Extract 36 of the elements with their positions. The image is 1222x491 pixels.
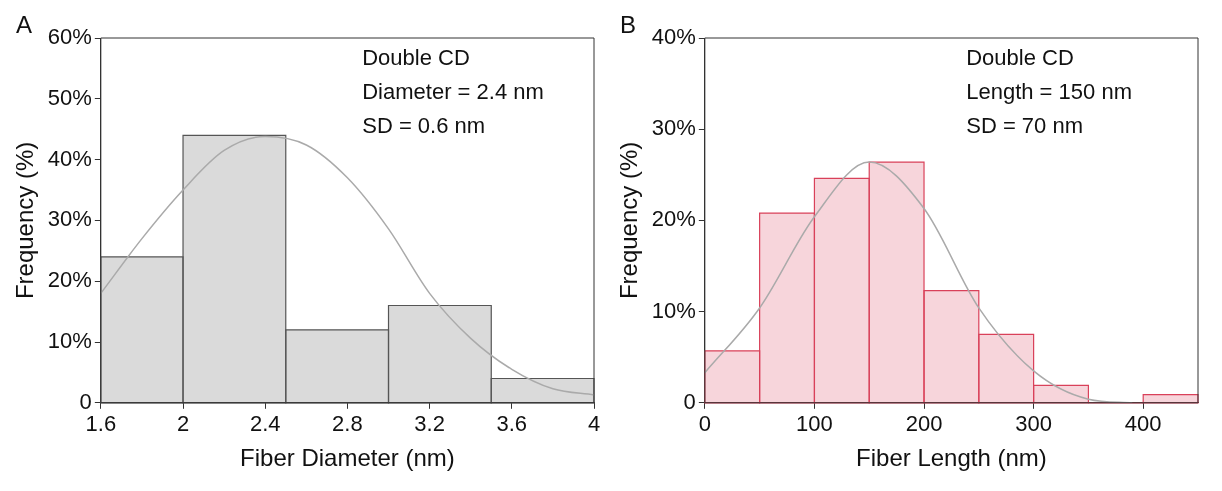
x-tick-label: 4 <box>587 411 601 437</box>
annotation: SD = 0.6 nm <box>362 113 486 139</box>
y-tick-label: 10% <box>651 297 696 323</box>
annotation: Length = 150 nm <box>966 79 1132 105</box>
x-tick-label: 400 <box>1124 411 1162 437</box>
y-tick-label: 20% <box>47 267 92 293</box>
x-tick-label: 300 <box>1015 411 1052 437</box>
y-tick-label: 40% <box>47 145 92 171</box>
y-tick-label: 60% <box>47 24 92 50</box>
x-tick-label: 3.2 <box>414 411 445 437</box>
y-axis-title: Frequency (%) <box>11 141 39 300</box>
annotation: Double CD <box>966 45 1074 71</box>
x-tick-label: 2.8 <box>332 411 363 437</box>
x-axis-title: Fiber Length (nm) <box>856 444 1047 472</box>
annotation: Diameter = 2.4 nm <box>362 79 544 105</box>
y-tick-label: 30% <box>651 115 696 141</box>
x-tick-label: 200 <box>905 411 943 437</box>
y-tick-label: 0 <box>683 388 696 414</box>
y-tick-label: 50% <box>47 84 92 110</box>
x-tick-label: 2.4 <box>249 411 281 437</box>
line-series <box>100 135 594 396</box>
y-tick-label: 30% <box>47 206 92 232</box>
x-tick-label: 2 <box>176 411 190 437</box>
y-tick-label: 10% <box>47 328 92 354</box>
chart-title: B <box>620 10 637 38</box>
x-tick-label: 1.6 <box>85 411 117 437</box>
x-axis-title: Fiber Diameter (nm) <box>240 444 455 472</box>
y-tick-label: 0 <box>79 388 92 414</box>
y-tick-label: 20% <box>651 206 696 232</box>
chart-title: A <box>16 10 33 38</box>
annotation: SD = 70 nm <box>966 113 1083 139</box>
x-tick-label: 3.6 <box>496 411 528 437</box>
y-axis-title: Frequency (%) <box>615 141 643 300</box>
annotation: Double CD <box>362 45 470 71</box>
x-tick-label: 100 <box>796 411 833 437</box>
y-tick-label: 40% <box>651 24 696 50</box>
